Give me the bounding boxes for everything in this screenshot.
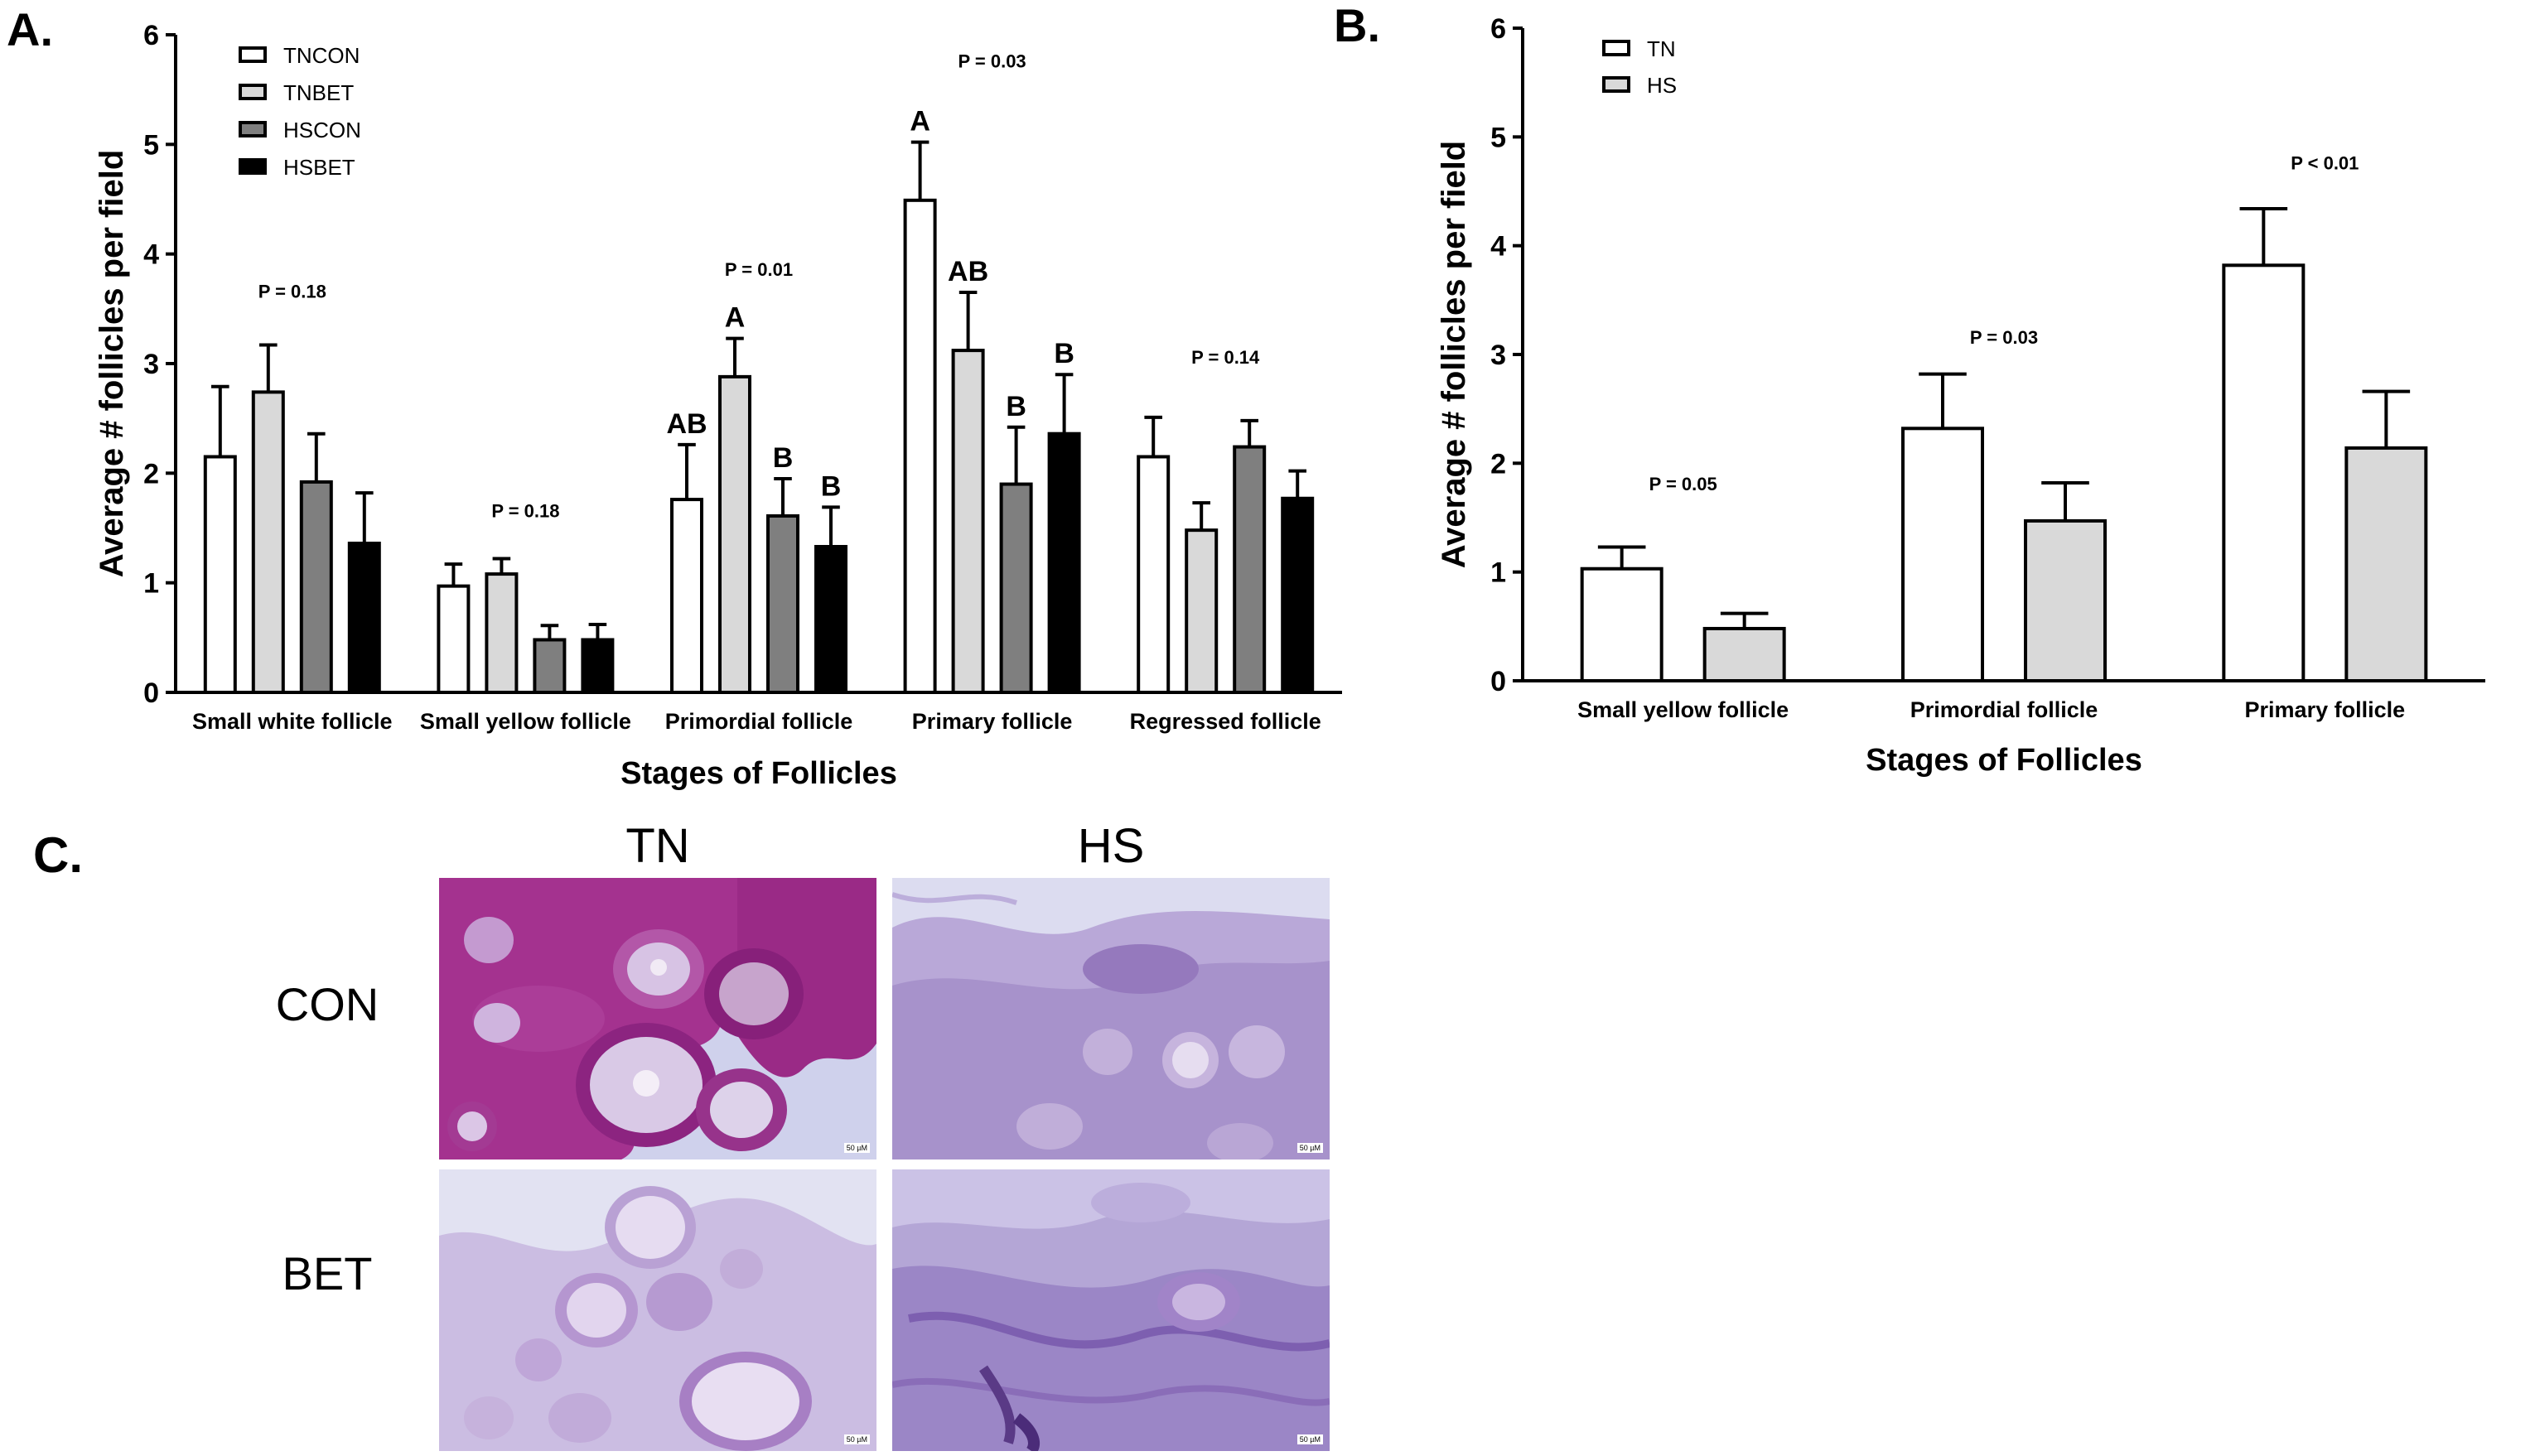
y-tick-label: 2 (143, 458, 159, 489)
panel-c-label: C. (33, 827, 83, 883)
bar-hsbet (347, 542, 381, 694)
legend-swatch (239, 121, 267, 137)
y-tick-label: 4 (1490, 231, 1506, 263)
significance-letter: AB (666, 408, 707, 440)
scale-bar: 50 µM (1296, 1434, 1323, 1444)
p-value-label: P = 0.18 (491, 500, 559, 521)
y-tick-label: 1 (1490, 557, 1506, 589)
p-value-label: P = 0.03 (958, 51, 1026, 72)
legend-entry: HSCON (283, 118, 361, 142)
legend-entry: TNCON (283, 43, 360, 68)
p-value-label: P = 0.01 (725, 259, 793, 280)
scale-bar: 50 µM (1296, 1143, 1323, 1153)
bar-tncon (203, 455, 237, 694)
bar-tnbet (718, 374, 751, 694)
micrograph-tn-con: 50 µM (439, 878, 876, 1159)
p-value-label: P = 0.03 (1970, 327, 2038, 348)
legend-entry: HS (1647, 73, 1677, 98)
significance-letter: A (910, 106, 930, 137)
significance-letter: B (1054, 338, 1074, 369)
legend-swatch (1602, 40, 1630, 56)
significance-letter: B (773, 442, 794, 474)
legend-entry: TNBET (283, 80, 354, 105)
category-label: Small yellow follicle (1577, 697, 1789, 722)
y-axis-label: Average # follicles per field (1436, 141, 1472, 569)
row-header-con: CON (275, 978, 379, 1030)
bar-hscon (533, 638, 567, 694)
micrograph-tn-bet: 50 µM (439, 1169, 876, 1451)
panel-b-label: B. (1334, 0, 1380, 51)
bar-hsbet (814, 544, 847, 694)
panel-a-label: A. (7, 3, 53, 55)
bar-hs (2344, 446, 2428, 682)
bar-tnbet (951, 349, 985, 694)
legend-entry: TN (1647, 36, 1676, 61)
p-value-label: P < 0.01 (2291, 153, 2359, 174)
bar-tncon (1137, 455, 1171, 694)
figure-charts: A. 0 1 2 3 4 5 6 Stages of Follicles Average # fo… (7, 0, 2485, 791)
bar-hsbet (1047, 431, 1081, 695)
legend-swatch (239, 158, 267, 175)
p-value-label: P = 0.14 (1191, 347, 1260, 368)
category-label: Primordial follicle (1910, 697, 2098, 722)
column-header-tn: TN (625, 819, 690, 873)
bar-hscon (299, 480, 333, 694)
bar-tnbet (1185, 528, 1219, 694)
y-tick-label: 4 (143, 239, 159, 271)
legend-entry: HSBET (283, 155, 355, 180)
bar-tnbet (251, 390, 285, 694)
category-label: Small white follicle (192, 709, 393, 734)
y-tick-label: 3 (143, 349, 159, 380)
bar-hsbet (1281, 496, 1315, 695)
x-axis-label: Stages of Follicles (620, 756, 897, 791)
column-header-hs: HS (1077, 819, 1145, 873)
category-label: Regressed follicle (1130, 709, 1321, 734)
category-label: Small yellow follicle (420, 709, 631, 734)
bar-tncon (670, 498, 703, 694)
y-tick-label: 3 (1490, 340, 1506, 371)
y-tick-label: 1 (143, 568, 159, 600)
category-label: Primordial follicle (665, 709, 853, 734)
significance-letter: AB (948, 256, 988, 287)
bar-hscon (999, 482, 1033, 694)
bar-hsbet (581, 638, 615, 694)
category-label: Primary follicle (912, 709, 1073, 734)
bar-hs (1702, 626, 1786, 683)
y-tick-label: 5 (1490, 122, 1506, 153)
category-label: Primary follicle (2245, 697, 2406, 722)
significance-letter: A (725, 302, 746, 334)
bar-hs (2024, 518, 2107, 682)
y-tick-label: 0 (143, 677, 159, 709)
bar-tn (1901, 427, 1984, 682)
significance-letter: B (821, 470, 842, 502)
y-tick-label: 2 (1490, 448, 1506, 480)
y-tick-label: 6 (143, 20, 159, 51)
bar-tn (2222, 263, 2306, 682)
bar-hscon (1233, 445, 1267, 694)
y-tick-label: 5 (143, 129, 159, 161)
significance-letter: B (1006, 391, 1026, 422)
x-axis-label: Stages of Follicles (1866, 743, 2142, 778)
legend-swatch (239, 46, 267, 63)
p-value-label: P = 0.05 (1649, 474, 1717, 494)
bar-tncon (437, 584, 471, 694)
p-value-label: P = 0.18 (258, 282, 326, 302)
micrograph-hs-bet: 50 µM (892, 1169, 1330, 1451)
micrograph-hs-con: 50 µM (892, 878, 1330, 1159)
bar-tncon (903, 198, 937, 695)
scale-bar: 50 µM (843, 1143, 870, 1153)
row-header-bet: BET (282, 1247, 373, 1299)
bar-tn (1580, 566, 1663, 683)
legend-swatch (239, 84, 267, 100)
bar-tnbet (485, 572, 519, 695)
y-tick-label: 6 (1490, 13, 1506, 45)
scale-bar: 50 µM (843, 1434, 870, 1444)
legend-swatch (1602, 76, 1630, 93)
y-tick-label: 0 (1490, 666, 1506, 697)
y-axis-label: Average # follicles per field (94, 150, 130, 578)
bar-hscon (766, 513, 799, 695)
